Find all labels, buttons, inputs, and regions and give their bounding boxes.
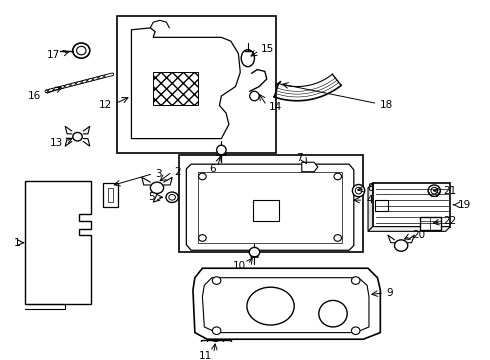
Text: 22: 22 — [443, 216, 456, 226]
Ellipse shape — [334, 173, 342, 180]
Ellipse shape — [166, 192, 178, 202]
Text: 7: 7 — [296, 153, 303, 163]
Text: 2: 2 — [174, 167, 181, 177]
Text: 10: 10 — [233, 261, 246, 271]
Bar — [117, 15, 276, 153]
Ellipse shape — [198, 173, 206, 180]
Text: 12: 12 — [99, 100, 113, 111]
Polygon shape — [197, 172, 343, 243]
Text: 14: 14 — [269, 102, 282, 112]
Bar — [179, 155, 363, 252]
Ellipse shape — [212, 327, 221, 334]
Bar — [103, 183, 118, 207]
Ellipse shape — [211, 342, 220, 348]
Ellipse shape — [169, 194, 175, 200]
Ellipse shape — [73, 132, 82, 141]
Ellipse shape — [217, 145, 226, 155]
Ellipse shape — [334, 235, 342, 241]
Bar — [420, 217, 441, 230]
Text: 16: 16 — [28, 91, 42, 101]
Polygon shape — [368, 183, 373, 231]
Polygon shape — [200, 340, 231, 350]
Text: 9: 9 — [386, 288, 392, 298]
Polygon shape — [131, 28, 240, 139]
Bar — [252, 200, 279, 221]
Text: 6: 6 — [209, 164, 216, 174]
Polygon shape — [202, 278, 369, 333]
Ellipse shape — [150, 182, 164, 193]
Ellipse shape — [249, 247, 260, 257]
Polygon shape — [368, 226, 450, 231]
Ellipse shape — [73, 43, 90, 58]
Bar — [375, 200, 388, 211]
Ellipse shape — [355, 187, 362, 194]
Ellipse shape — [250, 91, 259, 101]
Ellipse shape — [351, 277, 360, 284]
Text: 1: 1 — [14, 238, 21, 248]
Text: 15: 15 — [261, 44, 274, 54]
Ellipse shape — [431, 187, 438, 194]
Text: 4: 4 — [366, 195, 373, 205]
Ellipse shape — [319, 301, 347, 327]
Text: 3: 3 — [155, 168, 162, 179]
Ellipse shape — [428, 185, 441, 196]
Text: 5: 5 — [148, 192, 155, 202]
Text: 18: 18 — [379, 100, 392, 111]
Polygon shape — [186, 164, 354, 250]
Ellipse shape — [241, 50, 254, 67]
Text: 19: 19 — [458, 200, 471, 210]
Polygon shape — [302, 162, 318, 172]
Polygon shape — [373, 183, 450, 226]
Text: 21: 21 — [443, 186, 456, 195]
Text: 11: 11 — [198, 351, 212, 360]
Ellipse shape — [351, 327, 360, 334]
Bar — [108, 188, 114, 202]
Ellipse shape — [352, 185, 365, 197]
Ellipse shape — [247, 287, 294, 325]
Ellipse shape — [212, 277, 221, 284]
Text: 17: 17 — [47, 50, 60, 60]
Text: 13: 13 — [50, 138, 63, 148]
Polygon shape — [24, 181, 91, 304]
Polygon shape — [193, 268, 380, 339]
Ellipse shape — [394, 240, 408, 251]
Text: 20: 20 — [413, 230, 426, 240]
Polygon shape — [153, 72, 197, 105]
Text: 8: 8 — [367, 183, 374, 193]
Ellipse shape — [76, 46, 86, 55]
Ellipse shape — [198, 235, 206, 241]
